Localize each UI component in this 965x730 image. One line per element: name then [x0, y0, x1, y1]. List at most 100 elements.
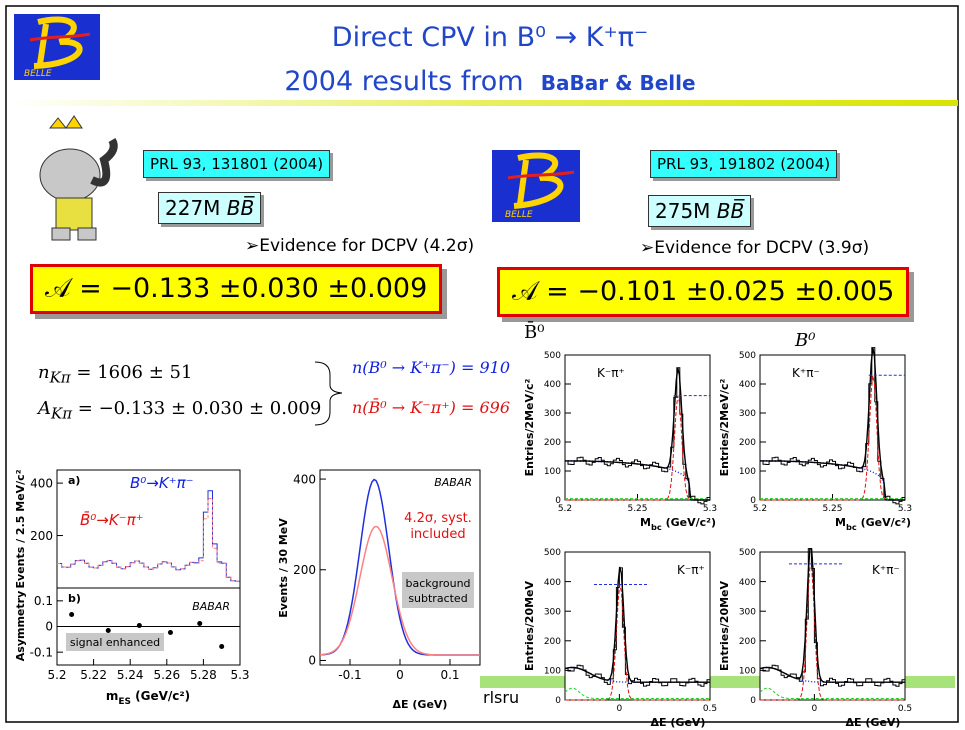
y-tick-label: 300 [544, 607, 561, 617]
annotation: included [410, 527, 465, 542]
x-axis-label: ΔE (GeV) [651, 716, 706, 729]
x-tick-label: 5.26 [153, 668, 180, 682]
x-tick-label: -0.1 [338, 668, 361, 682]
y-axis-label: Events / 30 MeV [277, 518, 290, 618]
asym-point [219, 644, 225, 649]
x-axis-label: ΔE (GeV) [393, 698, 448, 711]
header-rule [10, 100, 958, 106]
signal-label: B̄⁰→K⁻π⁺ [80, 510, 144, 529]
brace [314, 361, 343, 426]
x-axis-label-part: bc [651, 522, 662, 532]
x-axis-label: Mbc (GeV/c²) [640, 516, 716, 532]
x-tick-label: 5.24 [117, 668, 144, 682]
b0-yield: n(B⁰ → K⁺π⁻) = 910 [352, 358, 511, 377]
y-axis-label: Entries/20MeV [523, 580, 536, 671]
total-fit [565, 368, 710, 501]
y-tick-label: 200 [30, 529, 53, 543]
slide-border [5, 5, 959, 723]
x-tick-label: 5.28 [190, 668, 217, 682]
y-tick-label: -0.1 [30, 645, 53, 659]
reference: PRL 93, 191802 (2004) [650, 150, 838, 178]
sample: 227M BB̅ [158, 192, 262, 224]
y-tick-label: 500 [739, 351, 756, 361]
y-tick-label: 300 [544, 409, 561, 419]
asym-point [136, 623, 142, 628]
y-axis-label: Asymmetry [14, 591, 27, 661]
signal-fit [565, 395, 710, 501]
asym-point [167, 630, 173, 635]
y-axis-label: Events / 2.5 MeV/c² [14, 469, 27, 588]
x-tick-label: 5.25 [627, 504, 647, 514]
y-tick-label: 200 [293, 563, 316, 577]
y-tick-label: 400 [293, 472, 316, 486]
subscript: Kπ [51, 404, 73, 423]
x-axis-label-part: bc [846, 522, 857, 532]
y-tick-label: 400 [739, 578, 756, 588]
y-tick-label: 400 [739, 380, 756, 390]
x-tick-label: 5.3 [230, 668, 249, 682]
subtitle-text: 2004 results from [284, 66, 524, 97]
sample-pair: BB̅ [716, 199, 745, 223]
y-tick-label: 0 [555, 696, 561, 706]
y-tick-label: 500 [544, 548, 561, 558]
x-tick-label: 0 [396, 668, 404, 682]
experiment-label: BABAR [192, 600, 230, 613]
x-axis-label: mES (GeV/c²) [106, 689, 190, 707]
signal-fit [760, 375, 905, 501]
b0bar-header: B̄⁰ [524, 322, 545, 343]
y-tick-label: 400 [30, 476, 53, 490]
total-fit [759, 547, 905, 683]
sample-size: 275M [655, 199, 711, 223]
y-tick-label: 300 [739, 409, 756, 419]
b0bar-histogram [57, 498, 240, 582]
reference: PRL 93, 131801 (2004) [143, 150, 331, 178]
logo-label: BELLE [505, 210, 533, 220]
x-axis-label-part: m [106, 689, 119, 703]
mode-label: K⁺π⁻ [872, 563, 900, 577]
total-fit [760, 347, 905, 501]
belle-logo: BELLE [492, 150, 580, 222]
subtitle-emphasis: BaBar & Belle [540, 71, 696, 95]
x-tick-label: 0 [617, 704, 623, 714]
x-tick-label: 5.25 [822, 504, 842, 514]
plot-frame [759, 551, 906, 701]
x-tick-label: 5.3 [898, 504, 912, 514]
y-tick-label: 200 [544, 637, 561, 647]
evidence: ➢Evidence for DCPV (4.2σ) [245, 236, 475, 256]
x-axis-label: Mbc (GeV/c²) [835, 516, 911, 532]
x-tick-label: 0.5 [703, 704, 717, 714]
x-tick-label: 0.1 [440, 668, 459, 682]
x-axis-label-part: (GeV/c²) [857, 516, 911, 529]
asymmetry-result: 𝒜 = −0.133 ±0.030 ±0.009 [30, 264, 443, 314]
data-histogram [760, 548, 905, 687]
x-axis-label-part: (GeV/c²) [131, 689, 190, 703]
yield-formula: nKπ = 1606 ± 51 [38, 362, 192, 387]
symbol: n [38, 362, 50, 383]
y-tick-label: 200 [544, 438, 561, 448]
y-tick-label: 100 [739, 667, 756, 677]
y-axis-label: Entries/2MeV/c² [523, 378, 536, 476]
x-tick-label: 0.5 [898, 704, 912, 714]
experiment-label: BABAR [434, 476, 472, 489]
y-tick-label: 100 [739, 467, 756, 477]
x-axis-label-part: M [640, 516, 651, 529]
y-tick-label: 0 [308, 654, 316, 668]
y-tick-label: 500 [544, 351, 561, 361]
sample: 275M BB̅ [648, 195, 752, 227]
data-histogram [565, 567, 710, 687]
signal-fit [760, 566, 905, 701]
x-tick-label: 0 [812, 704, 818, 714]
feed-fit [759, 687, 905, 699]
y-tick-label: 300 [739, 607, 756, 617]
asymmetry-result: 𝒜 = −0.101 ±0.025 ±0.005 [497, 267, 910, 317]
mode-label: K⁺π⁻ [792, 366, 820, 380]
feed-fit [564, 687, 710, 699]
b0bar-yield: n(B̄⁰ → K⁻π⁺) = 696 [352, 398, 511, 417]
fit-b0 [319, 478, 480, 656]
annotation: 4.2σ, syst. [404, 511, 472, 526]
x-tick-label: 5.2 [753, 504, 767, 514]
logo-label: BELLE [24, 69, 52, 79]
subtitle: 2004 results from BaBar & Belle [0, 66, 965, 97]
asym-point [105, 628, 111, 633]
